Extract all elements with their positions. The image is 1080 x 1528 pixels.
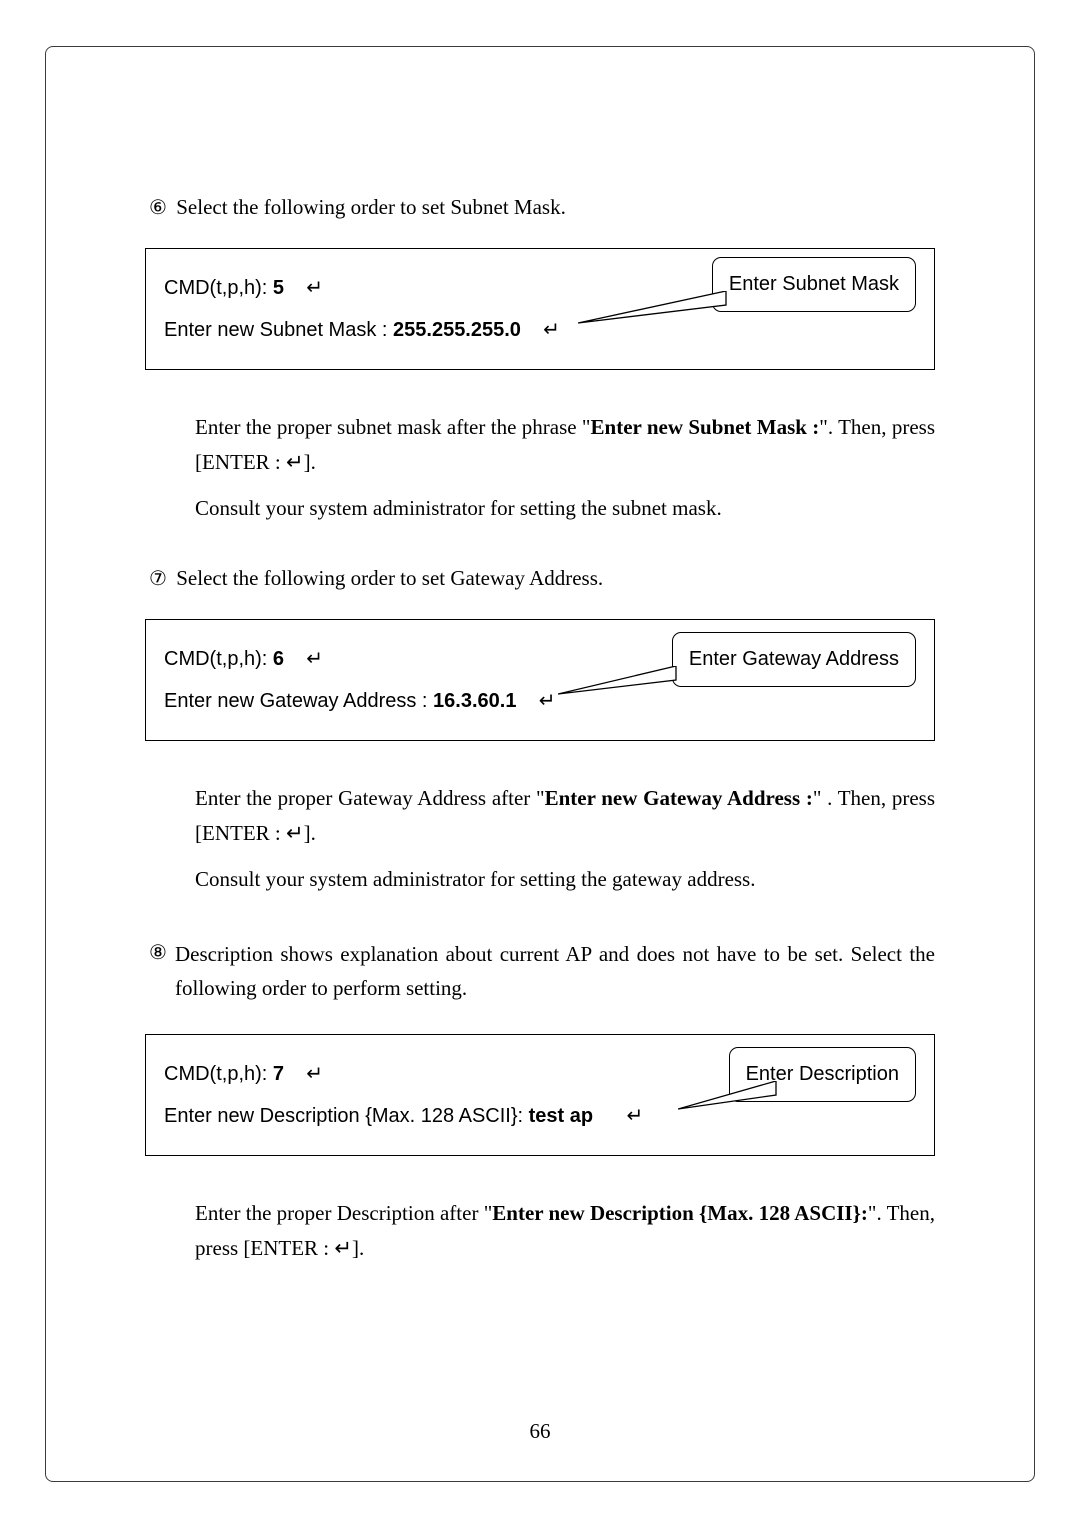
enter-icon: ↵ bbox=[543, 319, 560, 341]
enter-icon: ↵ bbox=[306, 1063, 323, 1085]
result-value: test ap bbox=[529, 1105, 593, 1127]
step-6-para-1: Enter the proper subnet mask after the p… bbox=[195, 410, 935, 479]
result-prefix: Enter new Gateway Address : bbox=[164, 690, 433, 712]
step-6-heading: ⑥ Select the following order to set Subn… bbox=[145, 195, 935, 220]
step-6-result-line: Enter new Subnet Mask : 255.255.255.0 ↵ bbox=[164, 309, 916, 351]
step-8-cmd-box: CMD(t,p,h): 7 ↵ Enter new Description {M… bbox=[145, 1034, 935, 1156]
callout-label: Enter Subnet Mask bbox=[712, 257, 916, 312]
page-number: 66 bbox=[0, 1419, 1080, 1444]
step-7-text: Select the following order to set Gatewa… bbox=[176, 566, 603, 590]
step-7-cmd-box: CMD(t,p,h): 6 ↵ Enter new Gateway Addres… bbox=[145, 619, 935, 741]
cmd-prefix: CMD(t,p,h): bbox=[164, 277, 273, 299]
cmd-prefix: CMD(t,p,h): bbox=[164, 648, 273, 670]
circled-7-icon: ⑦ bbox=[145, 566, 171, 591]
step-8-heading: ⑧ Description shows explanation about cu… bbox=[145, 937, 935, 1006]
cmd-prefix: CMD(t,p,h): bbox=[164, 1063, 273, 1085]
result-value: 255.255.255.0 bbox=[393, 319, 521, 341]
step-8-text: Description shows explanation about curr… bbox=[175, 937, 935, 1006]
circled-8-icon: ⑧ bbox=[145, 937, 171, 970]
callout-pointer-icon bbox=[578, 291, 728, 331]
step-7-para-1: Enter the proper Gateway Address after "… bbox=[195, 781, 935, 850]
result-prefix: Enter new Subnet Mask : bbox=[164, 319, 393, 341]
step-8-para-1: Enter the proper Description after "Ente… bbox=[195, 1196, 935, 1265]
step-6-cmd-box: CMD(t,p,h): 5 ↵ Enter new Subnet Mask : … bbox=[145, 248, 935, 370]
result-value: 16.3.60.1 bbox=[433, 690, 516, 712]
cmd-value: 5 bbox=[273, 277, 284, 299]
enter-icon: ↵ bbox=[306, 277, 323, 299]
para-bold: Enter new Subnet Mask : bbox=[591, 415, 820, 439]
para-text: Enter the proper subnet mask after the p… bbox=[195, 415, 591, 439]
enter-icon: ↵ bbox=[306, 648, 323, 670]
step-7-para-2: Consult your system administrator for se… bbox=[195, 862, 935, 897]
circled-6-icon: ⑥ bbox=[145, 195, 171, 220]
callout-pointer-icon bbox=[678, 1081, 778, 1117]
step-6-text: Select the following order to set Subnet… bbox=[176, 195, 566, 219]
callout-label: Enter Gateway Address bbox=[672, 632, 916, 687]
para-text: Enter the proper Gateway Address after " bbox=[195, 786, 545, 810]
step-6-para-2: Consult your system administrator for se… bbox=[195, 491, 935, 526]
step-7-heading: ⑦ Select the following order to set Gate… bbox=[145, 566, 935, 591]
para-bold: Enter new Description {Max. 128 ASCII}: bbox=[492, 1201, 868, 1225]
enter-icon: ↵ bbox=[539, 690, 556, 712]
para-bold: Enter new Gateway Address : bbox=[545, 786, 813, 810]
callout-gateway: Enter Gateway Address bbox=[672, 632, 916, 687]
callout-subnet-mask: Enter Subnet Mask bbox=[712, 257, 916, 312]
result-prefix: Enter new Description {Max. 128 ASCII}: bbox=[164, 1105, 529, 1127]
enter-icon: ↵ bbox=[626, 1105, 643, 1127]
page-content: ⑥ Select the following order to set Subn… bbox=[145, 195, 935, 1277]
callout-pointer-icon bbox=[558, 666, 678, 702]
cmd-value: 6 bbox=[273, 648, 284, 670]
para-text: Enter the proper Description after " bbox=[195, 1201, 492, 1225]
cmd-value: 7 bbox=[273, 1063, 284, 1085]
